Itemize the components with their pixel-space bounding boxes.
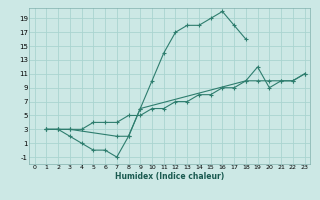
X-axis label: Humidex (Indice chaleur): Humidex (Indice chaleur) [115, 172, 224, 181]
